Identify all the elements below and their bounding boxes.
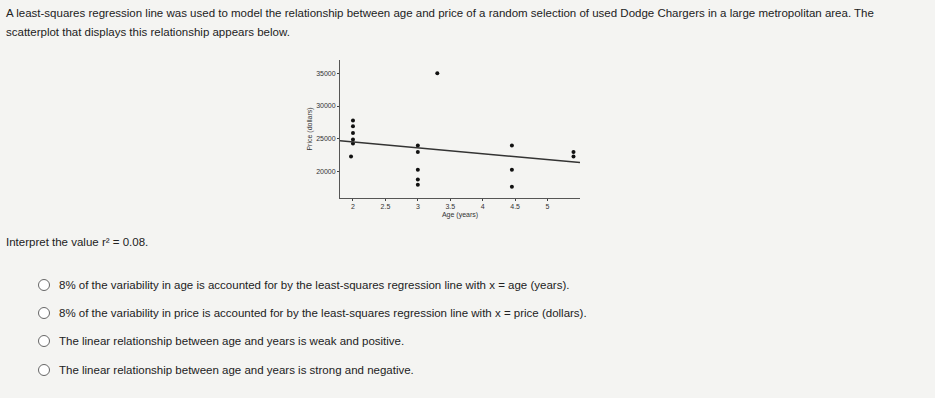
html-text:The linear relationship betwee: The linear relationship between age and …: [59, 335, 405, 347]
html-text:A least-squares regression lin: A least-squares regression line was used…: [6, 7, 874, 38]
html-text:8% of the variability in age i: 8% of the variability in age is accounte…: [59, 279, 570, 291]
svg-text:4.5: 4.5: [510, 203, 520, 210]
html-text:8% of the variability in price: 8% of the variability in price is accoun…: [59, 307, 587, 319]
svg-text:Age (years): Age (years): [442, 211, 478, 219]
html-text:Interpret the value r² = 0.08.: Interpret the value r² = 0.08.: [6, 236, 149, 248]
svg-text:3: 3: [416, 203, 420, 210]
svg-text:30000: 30000: [316, 102, 336, 109]
svg-text:2.5: 2.5: [381, 203, 391, 210]
svg-text:4: 4: [481, 203, 485, 210]
svg-text:35000: 35000: [316, 70, 336, 77]
html-text:The linear relationship betwee: The linear relationship between age and …: [59, 364, 414, 376]
svg-text:25000: 25000: [316, 135, 336, 142]
svg-text:Price (dollars): Price (dollars): [306, 107, 314, 150]
svg-text:20000: 20000: [316, 168, 336, 175]
svg-text:5: 5: [546, 203, 550, 210]
svg-text:2: 2: [351, 203, 355, 210]
svg-text:3.5: 3.5: [445, 203, 455, 210]
